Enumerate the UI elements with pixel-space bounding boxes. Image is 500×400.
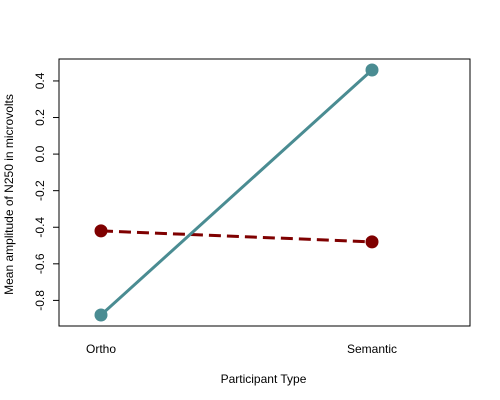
series-2-point xyxy=(94,308,108,322)
y-axis-title: Mean amplitude of N250 in microvolts xyxy=(2,94,16,295)
x-axis-labels: Ortho Semantic xyxy=(86,342,397,356)
y-tick-label: -0.2 xyxy=(33,180,47,201)
series-line-1 xyxy=(100,229,373,244)
y-tick-label: -0.8 xyxy=(33,290,47,311)
series-line-2 xyxy=(99,68,374,317)
y-tick-label: 0.4 xyxy=(33,72,47,89)
series-2-point xyxy=(365,63,379,77)
x-category-label: Semantic xyxy=(347,342,397,356)
y-tick-label: 0.0 xyxy=(33,145,47,162)
y-tick-label: -0.6 xyxy=(33,253,47,274)
x-axis-title: Participant Type xyxy=(221,372,307,386)
y-tick-label: 0.2 xyxy=(33,109,47,126)
plot-frame xyxy=(58,58,471,327)
y-axis: -0.8 -0.6 -0.4 -0.2 0.0 0.2 0.4 xyxy=(33,72,59,311)
series-1-point xyxy=(94,224,108,238)
series-layer xyxy=(94,63,379,322)
y-tick-label: -0.4 xyxy=(33,217,47,238)
series-1-point xyxy=(365,235,379,249)
x-category-label: Ortho xyxy=(86,342,116,356)
